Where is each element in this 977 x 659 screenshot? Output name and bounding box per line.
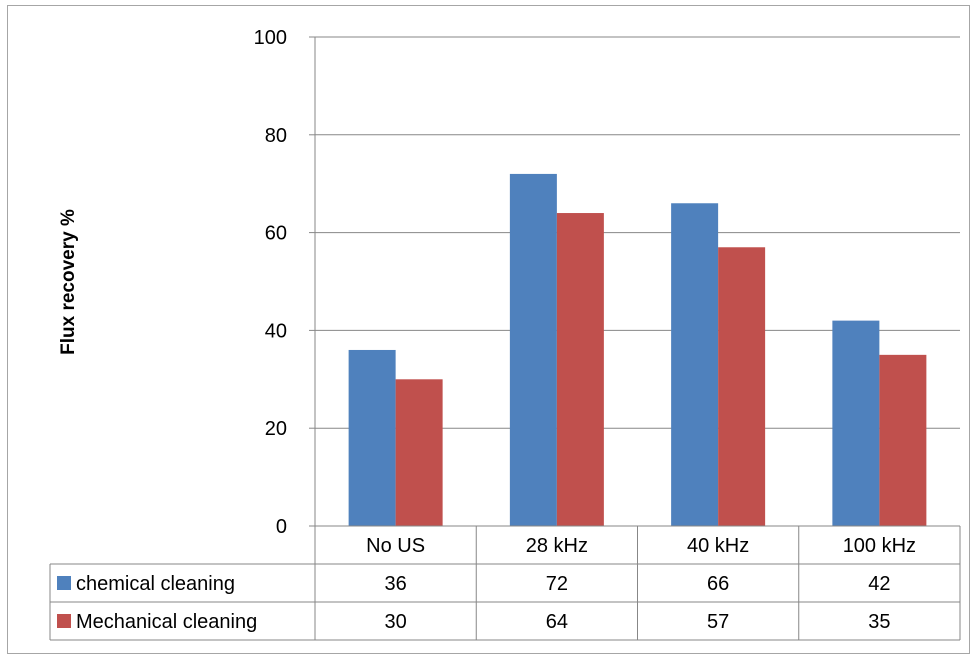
y-axis: 0 20 40 60 80 100 xyxy=(254,27,316,538)
x-tick-label: No US xyxy=(366,535,425,557)
bar-mechanical-1 xyxy=(556,213,604,527)
bar-mechanical-3 xyxy=(879,354,927,526)
legend-label: chemical cleaning xyxy=(76,573,235,595)
y-tick-label: 100 xyxy=(254,27,287,49)
data-table-value: 36 xyxy=(385,573,407,595)
y-tick-label: 60 xyxy=(265,223,287,245)
bars xyxy=(348,173,927,527)
data-table-value: 42 xyxy=(868,573,890,595)
bar-mechanical-2 xyxy=(718,247,766,526)
data-table-value: 57 xyxy=(707,611,729,633)
legend-key xyxy=(57,576,71,590)
x-tick-label: 40 kHz xyxy=(687,535,749,557)
y-tick-label: 20 xyxy=(265,418,287,440)
x-tick-label: 28 kHz xyxy=(526,535,588,557)
bar-chemical-1 xyxy=(509,173,557,527)
data-table-value: 64 xyxy=(546,611,568,633)
chart-frame xyxy=(7,5,970,654)
y-tick-label: 40 xyxy=(265,320,287,342)
data-table-value: 35 xyxy=(868,611,890,633)
bar-chemical-2 xyxy=(671,203,719,526)
legend-label: Mechanical cleaning xyxy=(76,611,257,633)
y-tick-label: 80 xyxy=(265,125,287,147)
bar-chemical-3 xyxy=(832,320,880,526)
y-axis-label: Flux recovery % xyxy=(58,209,79,355)
bar-chemical-0 xyxy=(348,349,396,526)
data-table-value: 72 xyxy=(546,573,568,595)
legend-key xyxy=(57,614,71,628)
data-table-value: 30 xyxy=(385,611,407,633)
data-table-value: 66 xyxy=(707,573,729,595)
bar-mechanical-0 xyxy=(395,379,443,526)
y-tick-label: 0 xyxy=(276,516,287,538)
data-table: No US 28 kHz 40 kHz 100 kHz chemical cleanin… xyxy=(49,525,961,641)
x-tick-label: 100 kHz xyxy=(843,535,916,557)
